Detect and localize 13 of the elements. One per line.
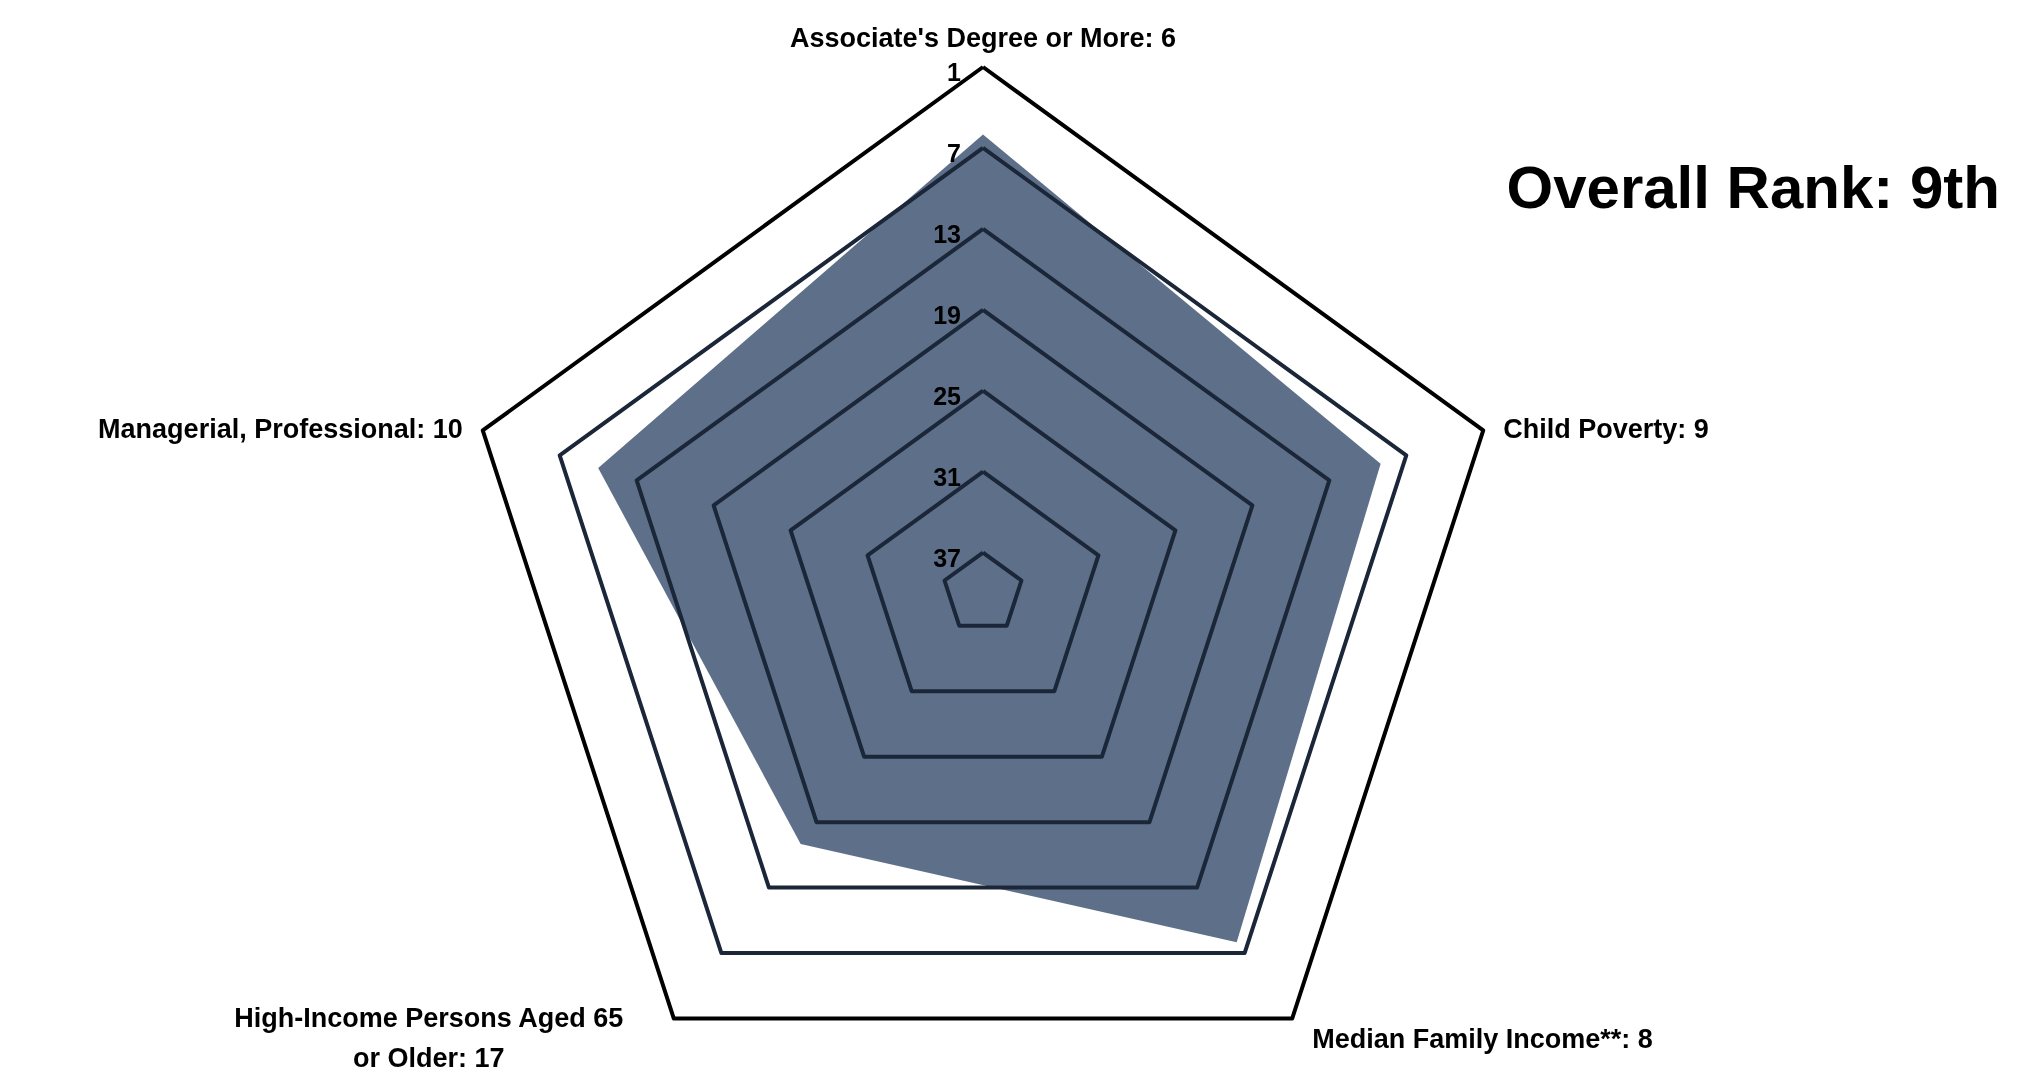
y-tick-label: 1 [947,58,962,86]
y-tick-label: 19 [933,300,961,329]
y-tick-label: 7 [947,138,961,167]
spoke-label: Median Family Income**: 8 [1312,1023,1653,1054]
spoke-label: High-Income Persons Aged 65 or Older: 17 [234,1002,624,1073]
y-tick-label: 37 [933,543,961,572]
spoke-label: Child Poverty: 9 [1503,414,1709,445]
spoke-label: Associate's Degree or More: 6 [789,23,1177,53]
y-tick-label: 31 [933,462,962,491]
y-tick-label: 13 [933,219,961,248]
spoke-label: Managerial, Professional: 10 [98,414,463,445]
y-tick-label: 25 [933,381,962,410]
text: Overall Rank: 9th [1506,154,2000,221]
